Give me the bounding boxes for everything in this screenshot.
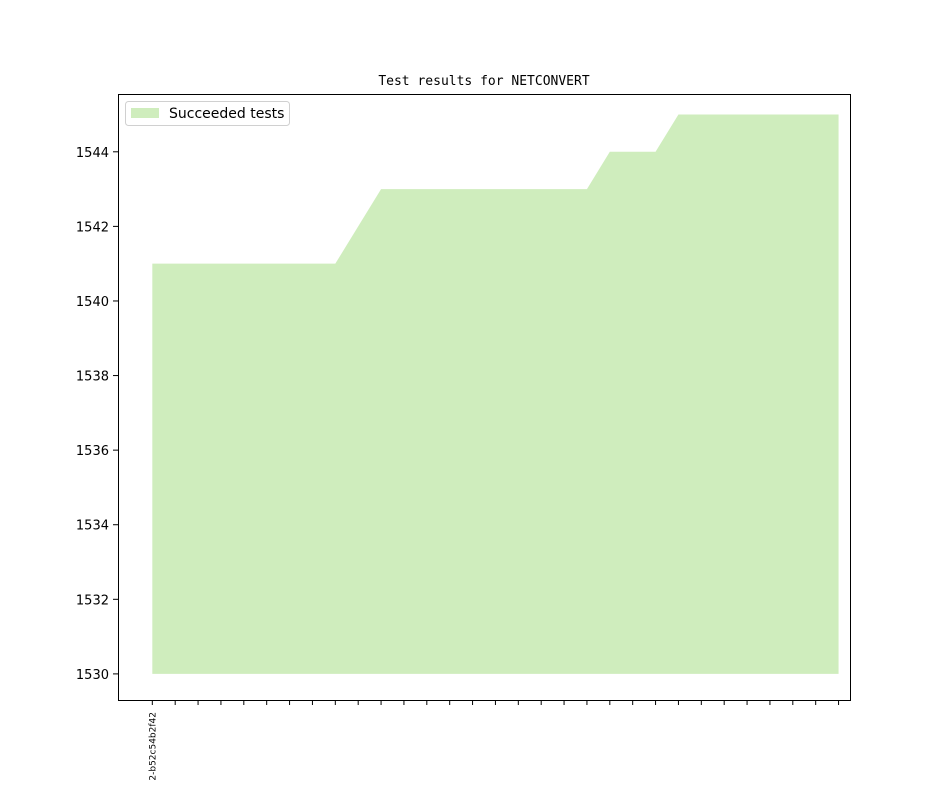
y-tick-label: 1534 — [76, 519, 109, 534]
x-axis: 2-b52c54b2f42 — [148, 700, 840, 781]
chart-title: Test results for NETCONVERT — [378, 74, 589, 89]
legend-box — [125, 101, 290, 126]
y-axis: 1530 1532 1534 1536 1538 1540 1542 1544 — [76, 146, 118, 683]
y-tick-label: 1542 — [76, 220, 109, 235]
legend-swatch — [131, 108, 159, 118]
x-tick-label: 2-b52c54b2f42 — [148, 712, 158, 781]
plot-area — [152, 114, 839, 674]
y-tick-label: 1536 — [76, 444, 109, 459]
y-tick-label: 1540 — [76, 295, 109, 310]
y-tick-label: 1538 — [76, 370, 109, 385]
y-tick-label: 1530 — [76, 668, 109, 683]
legend: Succeeded tests — [125, 101, 290, 126]
y-tick-label: 1544 — [76, 146, 109, 161]
y-tick-label: 1532 — [76, 593, 109, 608]
plot-frame — [118, 94, 851, 701]
area-series-succeeded-tests — [152, 114, 839, 674]
legend-label: Succeeded tests — [169, 106, 284, 122]
